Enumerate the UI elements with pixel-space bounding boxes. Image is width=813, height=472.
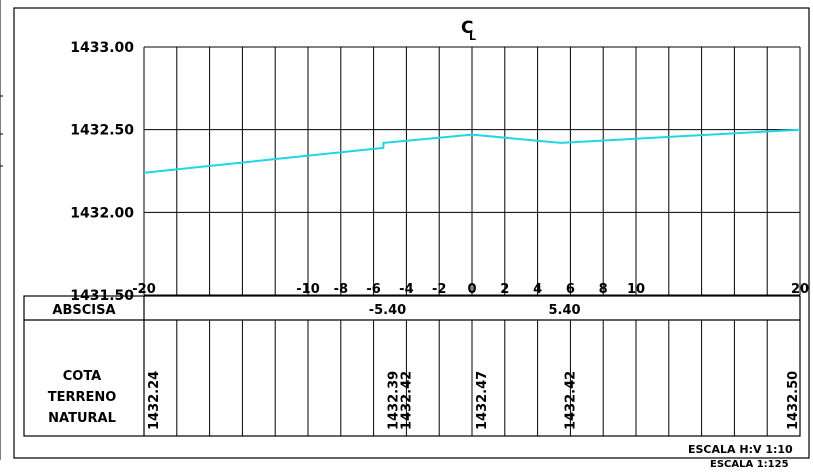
x-tick-label: -8 bbox=[334, 282, 348, 297]
abscisa-value: 5.40 bbox=[549, 303, 581, 318]
data-table: ABSCISA COTA TERRENO NATURAL -5.40 5.40 1432.2… bbox=[23, 295, 801, 437]
centerline-subscript: L bbox=[469, 30, 476, 43]
plot-grid bbox=[143, 46, 801, 296]
y-tick-label: 1433.00 bbox=[70, 40, 134, 56]
terrain-profile-line bbox=[143, 128, 801, 174]
x-tick-label: -20 bbox=[132, 282, 156, 297]
cota-label-line: TERRENO bbox=[48, 390, 117, 405]
y-tick-label: 1432.00 bbox=[70, 205, 134, 221]
abscisa-value: -5.40 bbox=[369, 303, 406, 318]
cota-value: 1432.42 bbox=[564, 371, 579, 430]
cota-value: 1432.47 bbox=[475, 371, 490, 430]
x-tick-label: 0 bbox=[467, 282, 476, 297]
x-tick-label: -2 bbox=[432, 282, 446, 297]
scale-label: ESCALA 1:125 bbox=[710, 459, 789, 470]
x-tick-label: -10 bbox=[296, 282, 320, 297]
cota-label-line: NATURAL bbox=[48, 411, 116, 426]
cota-label-line: COTA bbox=[63, 369, 102, 384]
scale-hv-label: ESCALA H:V 1:10 bbox=[688, 443, 793, 456]
profile-line bbox=[143, 128, 801, 174]
outer-frame bbox=[13, 7, 810, 459]
x-tick-label: 6 bbox=[566, 282, 575, 297]
abscisa-label: ABSCISA bbox=[52, 303, 115, 318]
x-tick-labels: -20 -10 -8 -6 -4 -2 0 2 4 6 8 10 20 bbox=[132, 282, 809, 297]
centerline-symbol: C bbox=[461, 18, 473, 38]
cota-value: 1432.24 bbox=[147, 371, 162, 430]
x-tick-label: 10 bbox=[627, 282, 645, 297]
x-tick-label: -4 bbox=[399, 282, 413, 297]
x-tick-label: 4 bbox=[533, 282, 542, 297]
x-tick-label: 8 bbox=[599, 282, 608, 297]
x-tick-label: 2 bbox=[500, 282, 509, 297]
x-tick-label: -6 bbox=[366, 282, 380, 297]
cota-value: 1432.50 bbox=[786, 371, 801, 430]
cota-value: 1432.42 bbox=[400, 371, 415, 430]
x-tick-label: 20 bbox=[791, 282, 809, 297]
y-tick-label: 1432.50 bbox=[70, 123, 134, 139]
cota-value: 1432.39 bbox=[386, 371, 401, 430]
